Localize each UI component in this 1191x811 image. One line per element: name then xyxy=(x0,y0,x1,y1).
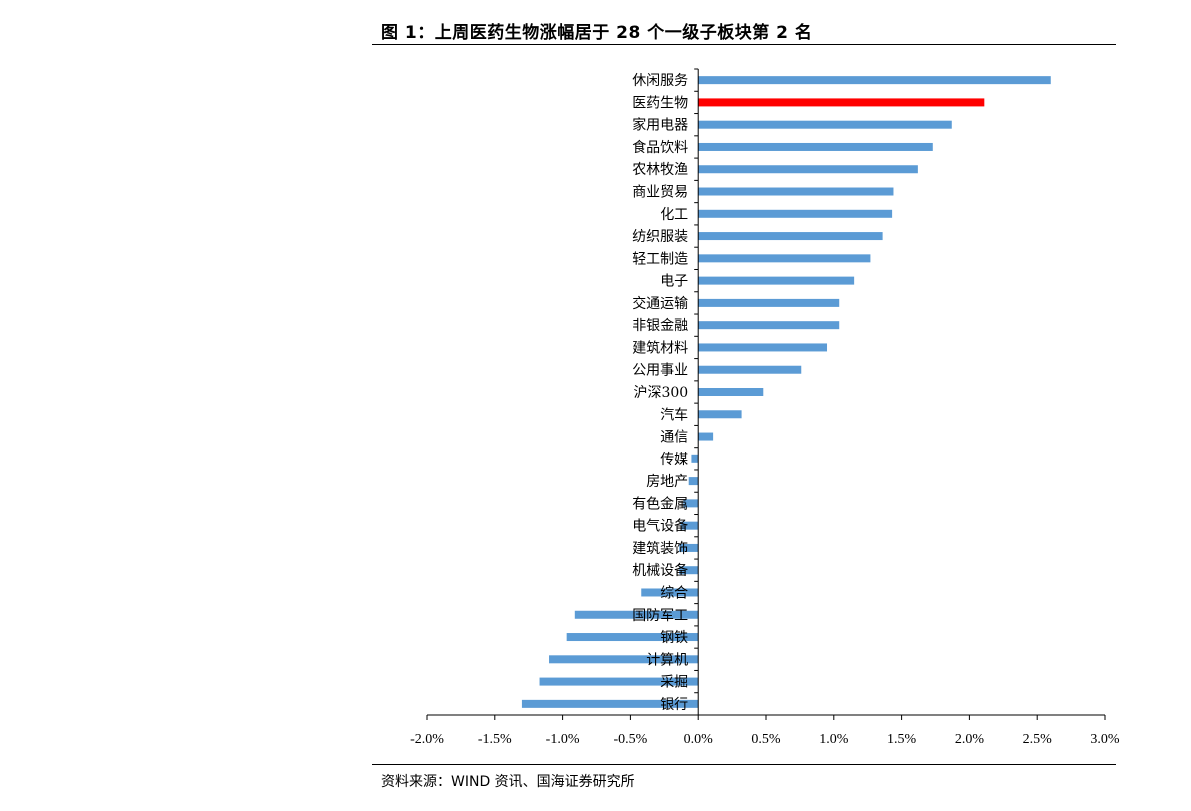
bar-16 xyxy=(698,410,742,419)
category-label: 休闲服务 xyxy=(632,73,688,89)
category-label: 综合 xyxy=(660,585,688,601)
bars-layer xyxy=(521,76,1051,708)
bar-20 xyxy=(683,499,699,508)
category-label: 农林牧渔 xyxy=(632,162,688,178)
bar-25 xyxy=(574,610,699,619)
category-label: 银行 xyxy=(660,697,688,713)
bar-1 xyxy=(698,76,1051,85)
category-label: 房地产 xyxy=(646,474,688,490)
x-tick-label: -1.0% xyxy=(546,732,580,747)
x-tick-label: 1.0% xyxy=(819,732,849,747)
bar-10 xyxy=(698,276,855,285)
bar-27 xyxy=(549,655,699,664)
bar-7 xyxy=(698,209,893,218)
axis-layer: -2.0% -1.5% -1.0% -0.5% 0.0% 0.5% 1.0% 1.5% 2.0%… xyxy=(410,68,1120,747)
category-label: 食品饮料 xyxy=(632,139,688,156)
bar-13 xyxy=(698,343,828,352)
bar-12 xyxy=(698,321,840,330)
bar-11 xyxy=(698,298,840,307)
category-label: 电子 xyxy=(660,274,688,290)
category-label: 医药生物 xyxy=(632,95,688,111)
bar-6 xyxy=(698,187,894,196)
category-label: 计算机 xyxy=(646,652,688,668)
source-rule xyxy=(372,764,1116,765)
bar-18 xyxy=(691,454,699,463)
category-label: 家用电器 xyxy=(632,117,688,134)
category-label: 通信 xyxy=(660,430,688,446)
source-note: 资料来源：WIND 资讯、国海证券研究所 xyxy=(381,774,635,790)
title-rule xyxy=(372,44,1116,45)
category-label: 建筑装饰 xyxy=(632,541,688,557)
bar-3 xyxy=(698,120,952,129)
x-tick-label: 1.5% xyxy=(887,732,917,747)
bar-28 xyxy=(539,677,699,686)
category-label: 商业贸易 xyxy=(632,185,688,201)
x-tick-label: 2.0% xyxy=(955,732,985,747)
bar-17 xyxy=(698,432,714,441)
x-tick-label: -0.5% xyxy=(613,732,647,747)
bar-2 xyxy=(698,98,985,107)
category-label: 沪深300 xyxy=(633,385,688,401)
category-label: 钢铁 xyxy=(660,630,688,646)
x-tick-label: 2.5% xyxy=(1023,732,1053,747)
bar-29 xyxy=(521,699,699,708)
x-tick-label: -1.5% xyxy=(478,732,512,747)
category-labels-layer: 休闲服务医药生物家用电器食品饮料农林牧渔商业贸易化工纺织服装轻工制造电子交通运输… xyxy=(632,73,688,713)
category-label: 轻工制造 xyxy=(632,251,688,267)
bar-14 xyxy=(698,365,802,374)
x-tick-label: 0.5% xyxy=(751,732,781,747)
bar-8 xyxy=(698,232,883,241)
bar-9 xyxy=(698,254,871,263)
category-label: 传媒 xyxy=(660,452,688,468)
bar-24 xyxy=(641,588,699,597)
category-label: 采掘 xyxy=(660,675,688,691)
category-label: 电气设备 xyxy=(632,518,688,535)
bar-21 xyxy=(680,521,699,530)
category-label: 有色金属 xyxy=(632,495,688,512)
category-label: 国防军工 xyxy=(632,608,688,624)
x-tick-label: 0.0% xyxy=(684,732,714,747)
bar-4 xyxy=(698,142,933,151)
bar-5 xyxy=(698,165,918,174)
bar-15 xyxy=(698,388,764,396)
category-label: 非银金融 xyxy=(632,318,688,334)
category-label: 纺织服装 xyxy=(632,229,688,245)
category-label: 交通运输 xyxy=(632,295,688,312)
category-label: 化工 xyxy=(660,207,688,223)
x-tick-label: -2.0% xyxy=(410,732,444,747)
category-label: 公用事业 xyxy=(632,363,688,379)
bar-22 xyxy=(679,543,699,552)
bar-26 xyxy=(566,633,699,642)
figure-title: 图 1：上周医药生物涨幅居于 28 个一级子板块第 2 名 xyxy=(381,23,813,43)
bar-23 xyxy=(679,566,699,575)
x-tick-label: 3.0% xyxy=(1090,732,1120,747)
category-label: 汽车 xyxy=(660,406,688,423)
bar-19 xyxy=(688,477,699,486)
category-label: 机械设备 xyxy=(632,562,688,579)
category-label: 建筑材料 xyxy=(632,340,688,356)
